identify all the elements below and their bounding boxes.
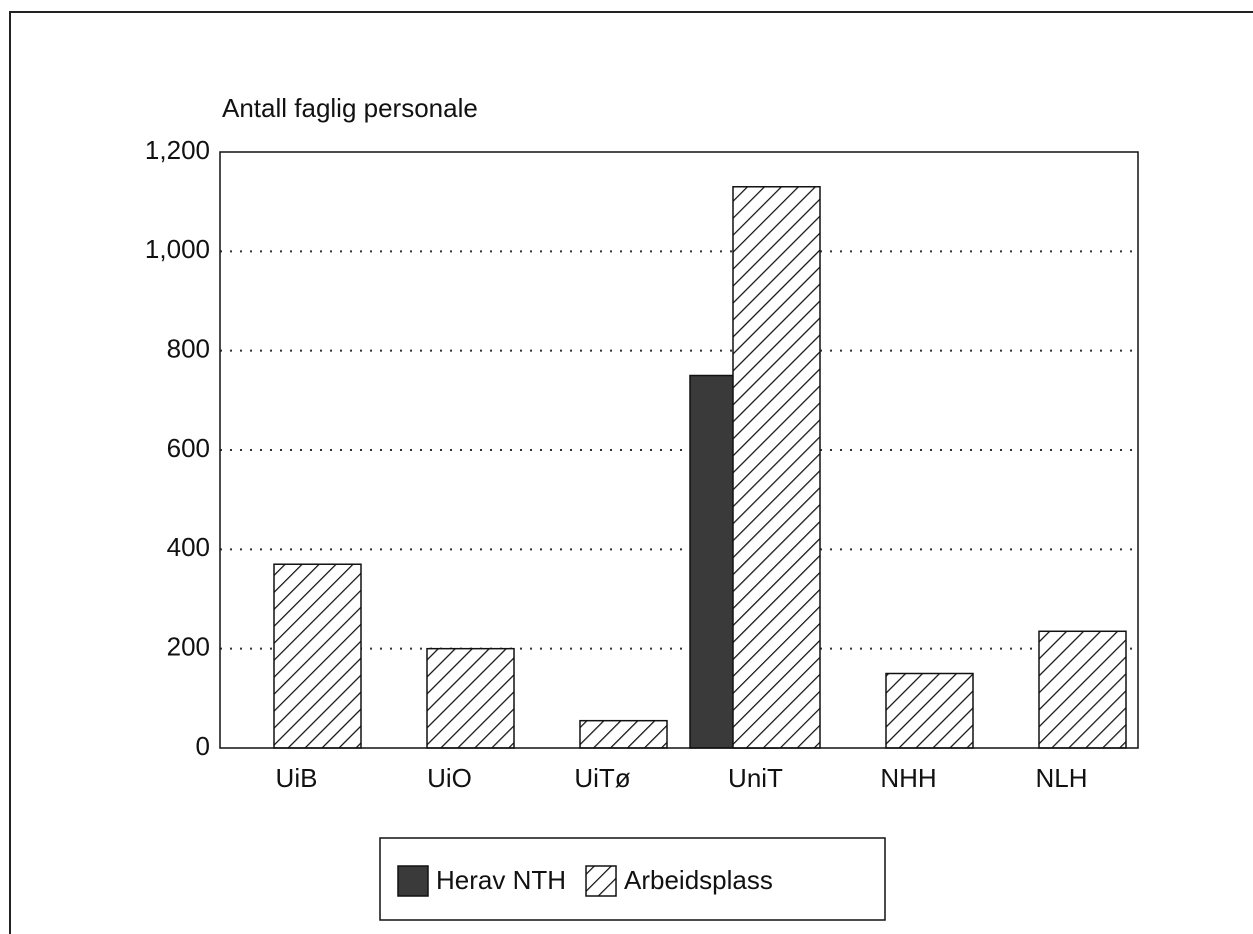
plot-border	[219, 151, 1139, 749]
chart-title: Antall faglig personale	[222, 93, 478, 123]
x-tick-label: NLH	[1035, 763, 1087, 793]
y-tick-label: 1,000	[145, 234, 210, 264]
x-tick-label: UniT	[728, 763, 783, 793]
x-tick-label: UiTø	[574, 763, 630, 793]
bar	[273, 563, 362, 749]
x-tick-label: NHH	[880, 763, 936, 793]
bar	[732, 186, 821, 749]
y-tick-label: 800	[167, 334, 210, 364]
bar	[426, 647, 515, 749]
frame	[9, 11, 1253, 934]
bar	[1038, 630, 1127, 749]
y-tick-label: 0	[196, 731, 210, 761]
x-tick-label: UiO	[427, 763, 472, 793]
legend-label: Herav NTH	[436, 865, 566, 895]
legend-swatch	[397, 865, 429, 897]
y-tick-label: 1,200	[145, 135, 210, 165]
bar	[579, 719, 668, 749]
legend-swatch	[585, 865, 617, 897]
bar	[885, 672, 974, 749]
x-tick-label: UiB	[276, 763, 318, 793]
y-tick-label: 400	[167, 532, 210, 562]
legend-box	[379, 837, 886, 921]
y-tick-label: 600	[167, 433, 210, 463]
legend-label: Arbeidsplass	[624, 865, 773, 895]
y-tick-label: 200	[167, 632, 210, 662]
